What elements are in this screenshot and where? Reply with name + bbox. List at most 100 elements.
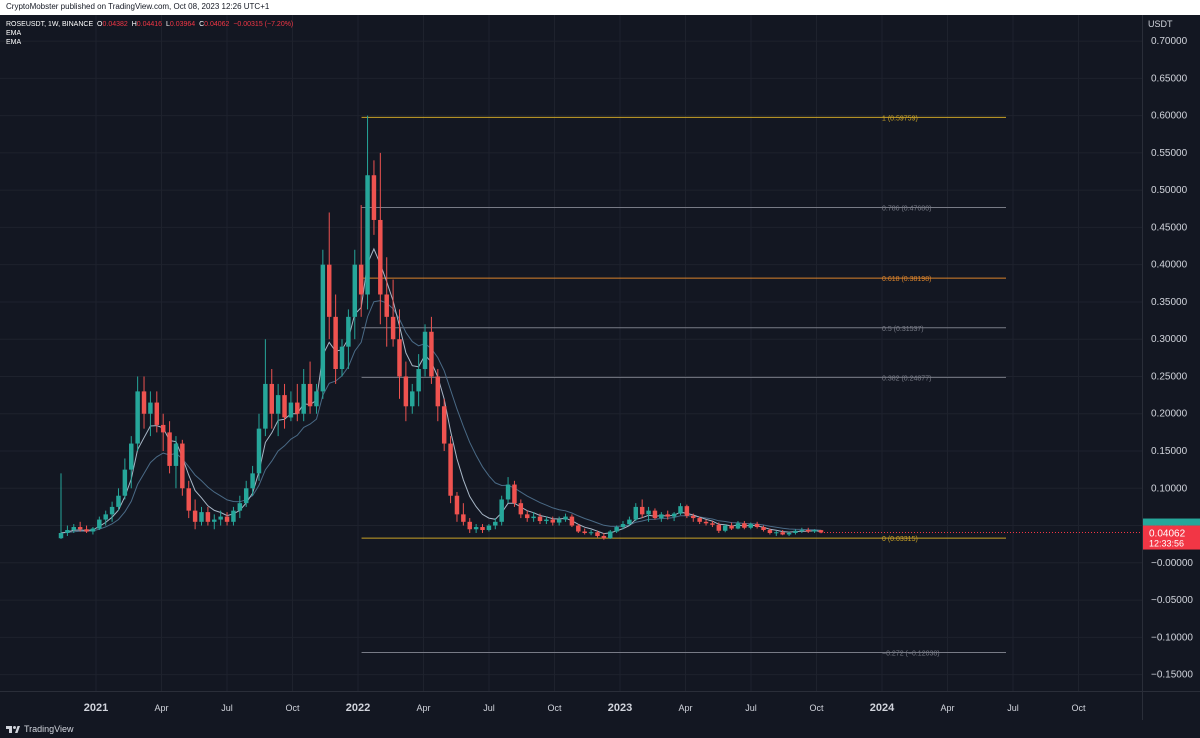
candle-body	[90, 528, 96, 532]
candle-body	[505, 484, 511, 500]
candle-body	[384, 294, 389, 317]
y-tick-label: 0.35000	[1151, 297, 1188, 308]
x-tick-label: Oct	[1071, 703, 1086, 713]
candle-body	[307, 383, 313, 407]
x-tick-label: 2022	[346, 702, 370, 714]
candle-body	[167, 432, 172, 466]
fib-level-label: 1 (0.59759)	[882, 115, 918, 122]
candle-body	[365, 175, 370, 295]
legend-l-label: L	[165, 21, 170, 28]
last-price-value: 0.04062	[1149, 529, 1186, 540]
candle-body	[493, 521, 498, 526]
candle-body	[454, 495, 460, 515]
candle-body	[518, 503, 524, 515]
candle-body	[569, 516, 575, 526]
legend-ema-1[interactable]: EMA	[6, 30, 22, 37]
fibonacci-retracement: 1.272 (0.75113)1 (0.59759)0.786 (0.47680…	[361, 115, 1006, 658]
candle-body	[767, 530, 773, 533]
symbol-legend: ROSEUSDT, 1W, BINANCE O0.04382 H0.04416 …	[6, 20, 293, 47]
currency-label[interactable]: USDT	[1148, 19, 1173, 29]
candle-body	[116, 495, 121, 507]
y-tick-label: −0.00000	[1151, 558, 1193, 569]
y-tick-label: −0.05000	[1151, 595, 1193, 606]
x-tick-label: Apr	[678, 703, 692, 713]
candle-body	[716, 524, 722, 531]
candle-body	[71, 527, 77, 531]
candle-body	[486, 525, 492, 531]
candle-body	[429, 331, 434, 377]
candle-body	[774, 532, 779, 534]
x-tick-label: Jul	[483, 703, 495, 713]
x-tick-label: Oct	[809, 703, 824, 713]
legend-ema-2[interactable]: EMA	[6, 39, 22, 46]
candle-body	[250, 473, 255, 489]
candle-body	[352, 264, 358, 317]
candle-body	[333, 316, 338, 370]
candle-body	[576, 525, 581, 532]
x-tick-label: Oct	[547, 703, 562, 713]
candle-body	[582, 531, 587, 533]
legend-h-value: 0.04416	[136, 21, 163, 28]
candle-body	[473, 527, 479, 530]
candle-body	[646, 510, 651, 515]
y-tick-label: 0.60000	[1151, 111, 1188, 122]
candle-body	[180, 443, 185, 489]
candle-body	[786, 532, 792, 535]
candle-body	[710, 523, 715, 525]
candle-body	[697, 518, 702, 522]
y-tick-label: −0.10000	[1151, 632, 1193, 643]
candle-body	[608, 531, 613, 539]
legend-c-value: 0.04062	[204, 21, 230, 28]
candle-body	[141, 391, 147, 414]
candle-body	[499, 499, 504, 522]
candle-body	[173, 443, 179, 466]
candle-body	[231, 510, 236, 522]
x-tick-label: Apr	[416, 703, 430, 713]
y-tick-label: 0.65000	[1151, 73, 1188, 84]
candle-body	[199, 512, 204, 522]
candle-body	[77, 527, 83, 530]
ema-value-tag	[1143, 518, 1200, 526]
candle-body	[595, 532, 600, 536]
candle-body	[160, 424, 166, 433]
candle-body	[665, 514, 670, 517]
legend-ohlc-row: ROSEUSDT, 1W, BINANCE O0.04382 H0.04416 …	[6, 20, 293, 29]
candle-body	[620, 524, 626, 528]
candle-body	[461, 514, 466, 522]
candle-body	[812, 530, 817, 532]
candle-body	[531, 516, 536, 519]
legend-o-label: O	[97, 21, 103, 28]
candle-body	[212, 519, 217, 522]
ema-lines	[60, 247, 822, 535]
candle-body	[346, 316, 351, 347]
x-tick-label: 2021	[84, 702, 108, 714]
candle-body	[186, 488, 191, 511]
candle-body	[550, 519, 555, 523]
candle-body	[282, 395, 287, 418]
candle-body	[154, 402, 160, 425]
candle-body	[735, 523, 741, 529]
candle-body	[780, 532, 785, 535]
candle-body	[448, 443, 453, 496]
candle-body	[129, 443, 134, 470]
price-chart[interactable]: 1.272 (0.75113)1 (0.59759)0.786 (0.47680…	[0, 15, 1200, 720]
fib-level-label: −0.272 (−0.12038)	[882, 651, 940, 658]
candle-body	[288, 402, 294, 418]
candle-body	[537, 516, 543, 522]
fib-level-label: 0.618 (0.38198)	[882, 276, 931, 283]
candle-body	[722, 525, 728, 531]
candle-body	[793, 530, 798, 533]
candle-body	[659, 514, 664, 519]
y-tick-label: 0.40000	[1151, 260, 1188, 271]
candle-body	[263, 383, 268, 429]
candle-body	[269, 383, 274, 414]
candle-body	[327, 264, 332, 317]
candle-body	[237, 503, 243, 511]
legend-change: −0.00315 (−7.20%)	[233, 21, 294, 28]
candle-body	[633, 506, 639, 520]
candle-body	[671, 513, 677, 517]
candle-body	[148, 402, 153, 414]
candle-body	[218, 516, 223, 520]
candle-body	[435, 376, 441, 407]
candle-body	[703, 521, 709, 524]
